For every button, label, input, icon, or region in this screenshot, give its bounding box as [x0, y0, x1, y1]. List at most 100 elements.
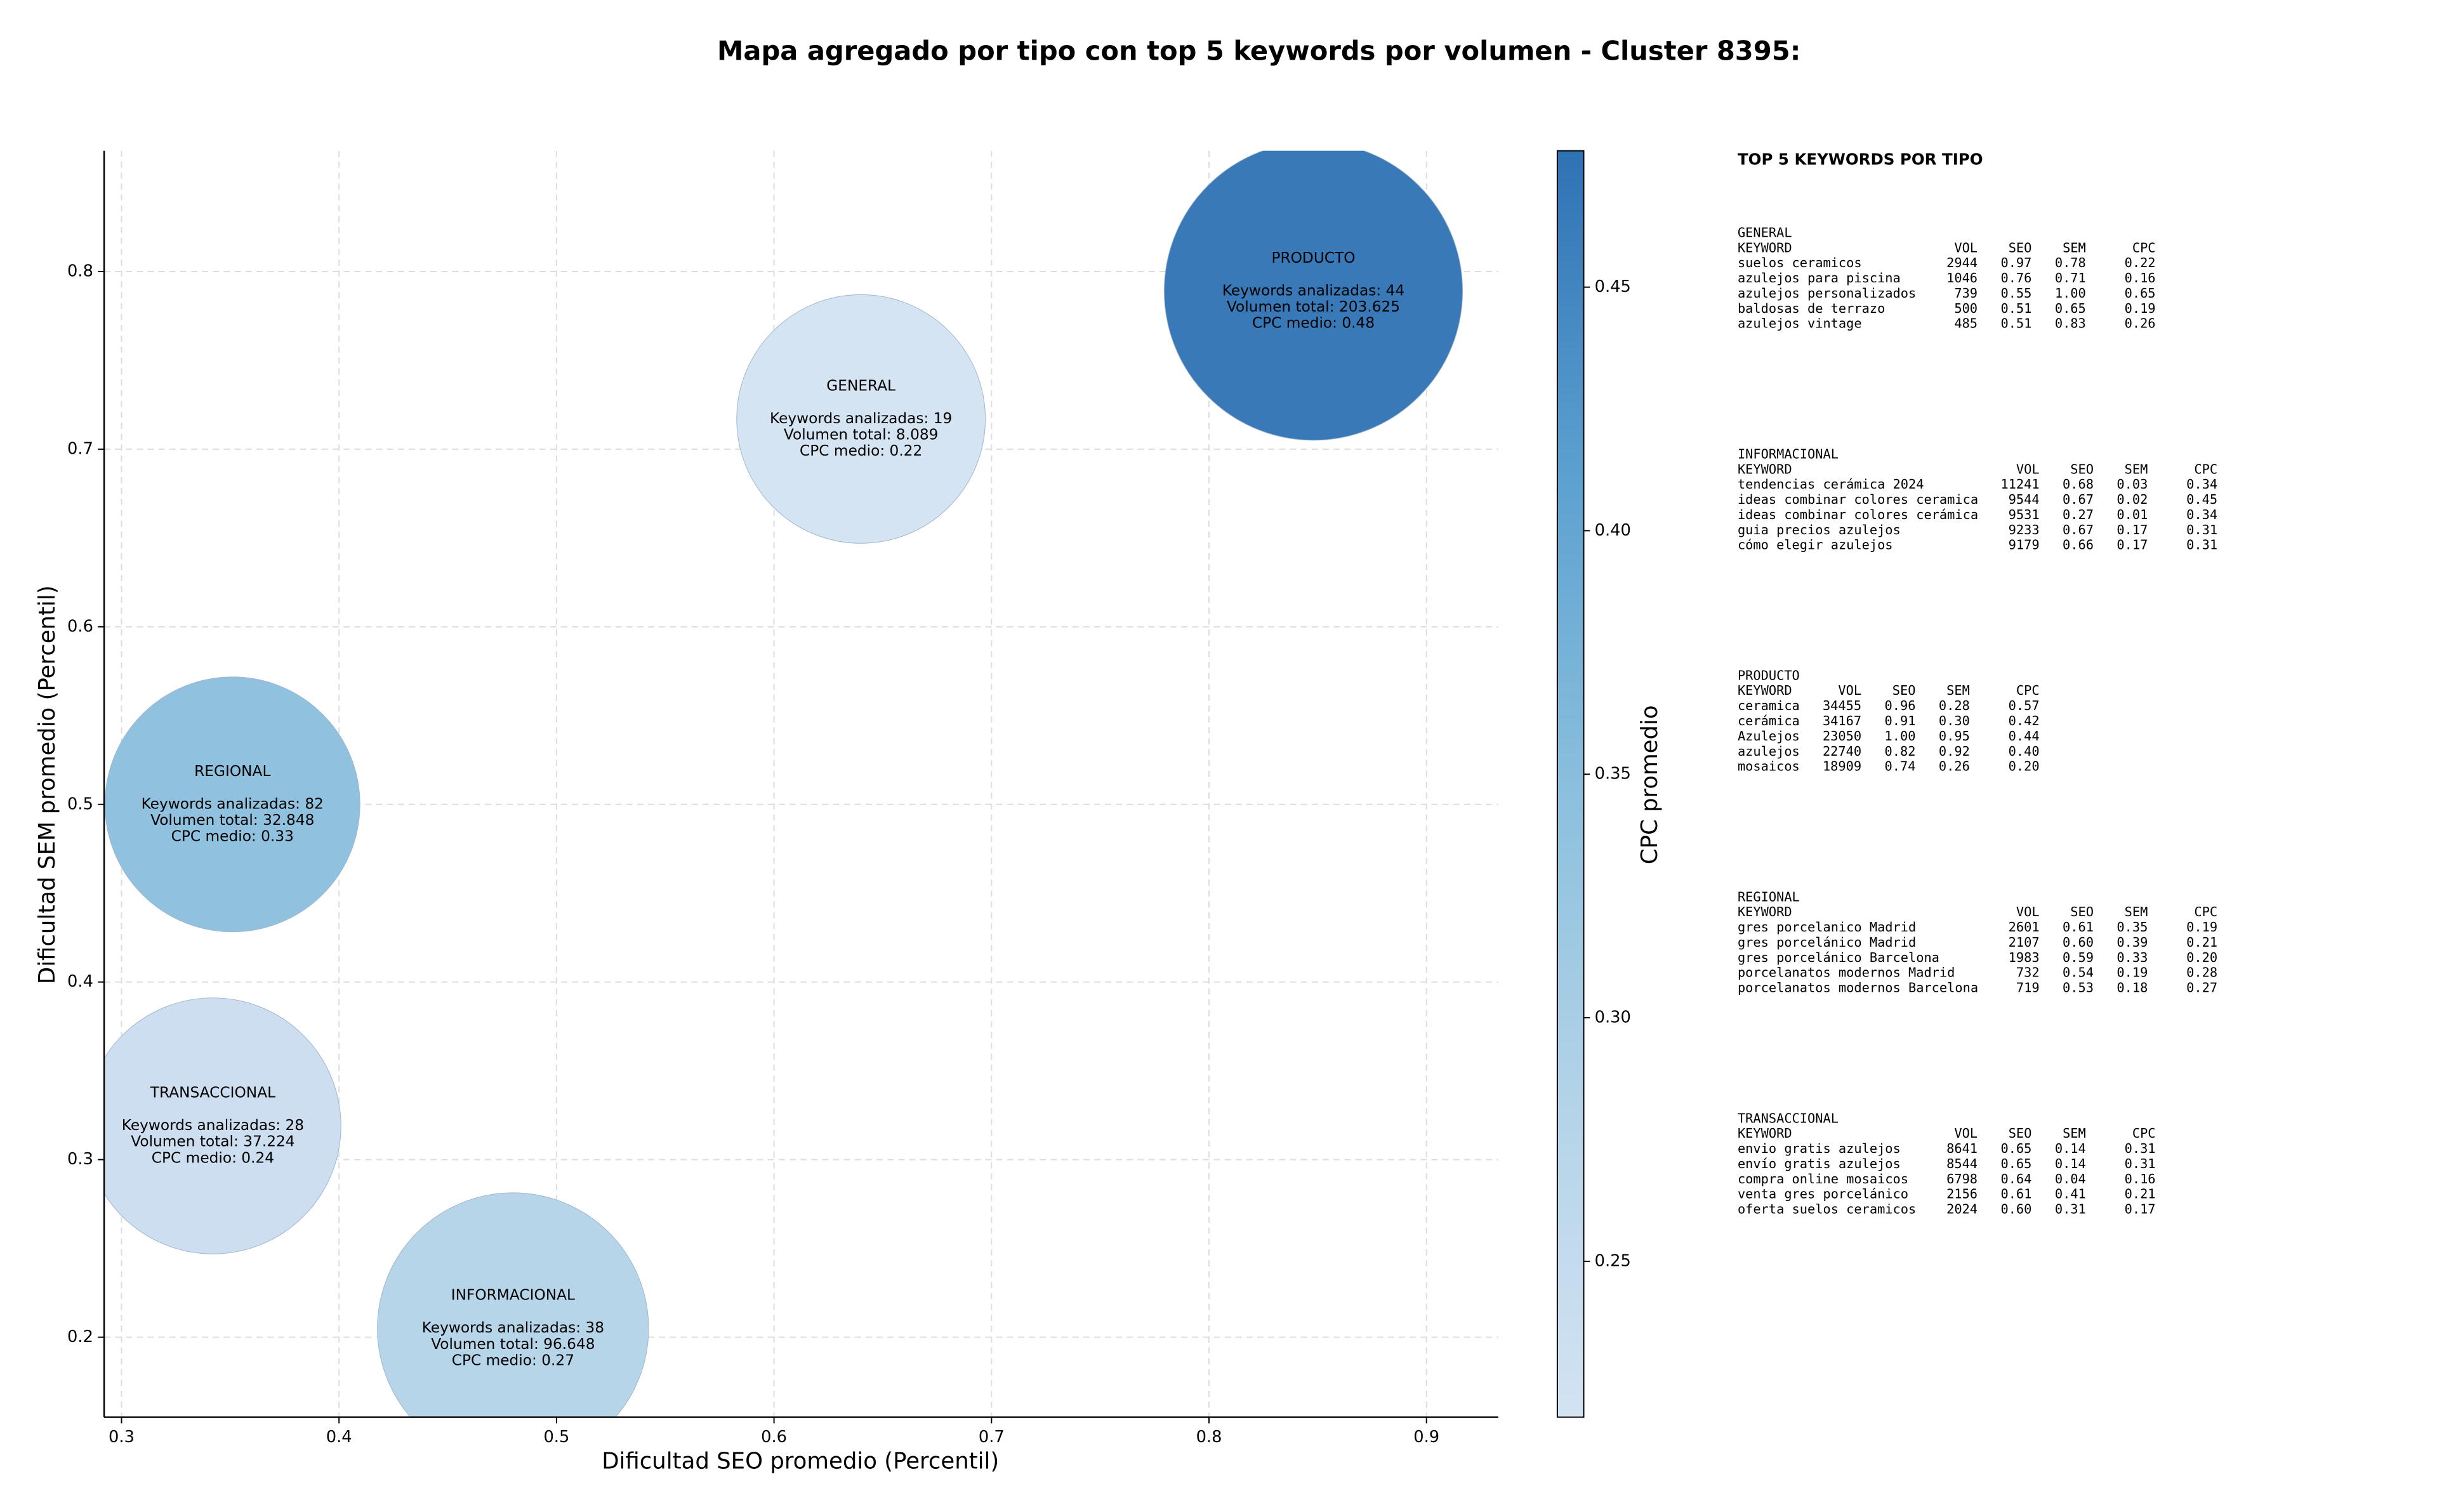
table-cell: 0.16	[2125, 1171, 2156, 1187]
table-cell: 0.53	[2063, 980, 2094, 996]
panel-title: TOP 5 KEYWORDS POR TIPO	[1738, 150, 1983, 168]
bubble-name: PRODUCTO	[1271, 249, 1355, 266]
table-cell: 0.71	[2055, 270, 2086, 286]
section-title: REGIONAL	[1738, 889, 1800, 904]
table-cell: venta gres porcelánico	[1738, 1187, 1908, 1202]
table-cell: Azulejos	[1738, 728, 1800, 744]
table-cell: envio gratis azulejos	[1738, 1141, 1901, 1156]
table-cell: 0.17	[2117, 522, 2148, 537]
table-cell: 0.34	[2186, 477, 2217, 492]
table-cell: 1.00	[2055, 286, 2086, 301]
table-header: SEO	[1892, 683, 1916, 698]
table-cell: azulejos para piscina	[1738, 270, 1901, 286]
table-cell: 0.20	[2186, 950, 2217, 965]
bubble-annotation: Volumen total: 203.625	[1227, 298, 1400, 315]
table-cell: 0.60	[2063, 935, 2094, 950]
table-cell: 0.67	[2063, 522, 2094, 537]
table-cell: 0.68	[2063, 477, 2094, 492]
table-header: CPC	[2132, 240, 2156, 255]
table-header: SEO	[2070, 904, 2094, 919]
table-cell: envío gratis azulejos	[1738, 1156, 1901, 1171]
x-tick-label: 0.6	[761, 1428, 787, 1447]
table-cell: 739	[1954, 286, 1978, 301]
colorbar-tick-label: 0.35	[1595, 765, 1631, 784]
table-cell: 0.92	[1939, 744, 1970, 759]
table-cell: 0.59	[2063, 950, 2094, 965]
table-cell: 0.14	[2055, 1141, 2086, 1156]
table-cell: 0.31	[2186, 537, 2217, 553]
table-cell: 0.19	[2125, 301, 2156, 316]
table-cell: 2944	[1946, 255, 1978, 270]
table-cell: 0.26	[2125, 316, 2156, 331]
table-cell: 0.30	[1939, 713, 1970, 728]
table-cell: gres porcelanico Madrid	[1738, 919, 1916, 935]
bubble-annotation: Volumen total: 96.648	[431, 1336, 595, 1353]
table-cell: 34167	[1823, 713, 1861, 728]
x-tick-label: 0.4	[326, 1428, 352, 1447]
x-tick-label: 0.7	[979, 1428, 1005, 1447]
table-cell: tendencias cerámica 2024	[1738, 477, 1924, 492]
bubble-annotation: Volumen total: 32.848	[150, 812, 314, 829]
bubble-annotation: Keywords analizadas: 28	[122, 1117, 304, 1134]
table-header: SEO	[2009, 1126, 2032, 1141]
table-cell: 0.54	[2063, 965, 2094, 980]
bubble	[377, 1192, 649, 1417]
table-cell: 0.51	[2000, 301, 2031, 316]
table-cell: 0.26	[1939, 759, 1970, 774]
table-cell: 1983	[2009, 950, 2040, 965]
table-header: VOL	[2016, 904, 2040, 919]
table-header: VOL	[1954, 1126, 1978, 1141]
table-cell: 0.61	[2000, 1187, 2031, 1202]
bubble	[1163, 150, 1463, 441]
table-cell: 8544	[1946, 1156, 1978, 1171]
bubble-name: INFORMACIONAL	[451, 1287, 575, 1304]
table-cell: 0.34	[2186, 507, 2217, 522]
table-header: SEO	[2009, 240, 2032, 255]
table-cell: azulejos personalizados	[1738, 286, 1916, 301]
table-cell: 1.00	[1885, 728, 1916, 744]
table-cell: 2156	[1946, 1187, 1978, 1202]
table-cell: 0.74	[1885, 759, 1916, 774]
table-cell: 0.67	[2063, 492, 2094, 507]
table-cell: 0.42	[2009, 713, 2040, 728]
table-cell: 0.45	[2186, 492, 2217, 507]
table-cell: ceramica	[1738, 698, 1800, 713]
colorbar-tick-label: 0.25	[1595, 1251, 1631, 1270]
table-cell: 0.55	[2000, 286, 2031, 301]
table-cell: 0.17	[2125, 1202, 2156, 1217]
table-header: VOL	[1838, 683, 1861, 698]
table-cell: 0.21	[2125, 1187, 2156, 1202]
table-cell: 0.65	[2055, 301, 2086, 316]
table-cell: 0.21	[2186, 935, 2217, 950]
colorbar-label: CPC promedio	[1637, 705, 1663, 864]
table-cell: compra online mosaicos	[1738, 1171, 1908, 1187]
table-cell: baldosas de terrazo	[1738, 301, 1885, 316]
table-cell: 0.28	[2186, 965, 2217, 980]
table-cell: 0.61	[2063, 919, 2094, 935]
table-cell: 0.35	[2117, 919, 2148, 935]
chart-title: Mapa agregado por tipo con top 5 keyword…	[717, 35, 1800, 66]
table-cell: 2024	[1946, 1202, 1978, 1217]
bubble-name: TRANSACCIONAL	[150, 1084, 275, 1101]
table-cell: 485	[1954, 316, 1978, 331]
table-cell: azulejos vintage	[1738, 316, 1862, 331]
table-cell: 0.14	[2055, 1156, 2086, 1171]
table-header: CPC	[2194, 904, 2217, 919]
y-tick-label: 0.3	[67, 1150, 93, 1169]
table-cell: 0.39	[2117, 935, 2148, 950]
table-cell: 0.66	[2063, 537, 2094, 553]
table-cell: 0.18	[2117, 980, 2148, 996]
bubble-annotation: Keywords analizadas: 44	[1222, 282, 1404, 299]
table-cell: 0.03	[2117, 477, 2148, 492]
table-header: SEM	[2125, 904, 2148, 919]
y-tick-label: 0.4	[67, 972, 93, 991]
table-header: VOL	[1954, 240, 1978, 255]
table-cell: 0.76	[2000, 270, 2031, 286]
table-cell: 6798	[1946, 1171, 1978, 1187]
bubble-annotation: CPC medio: 0.33	[171, 828, 294, 845]
section-title: TRANSACCIONAL	[1738, 1110, 1839, 1126]
table-header: CPC	[2132, 1126, 2156, 1141]
table-cell: 34455	[1823, 698, 1861, 713]
bubble-annotation: Volumen total: 37.224	[131, 1133, 294, 1150]
